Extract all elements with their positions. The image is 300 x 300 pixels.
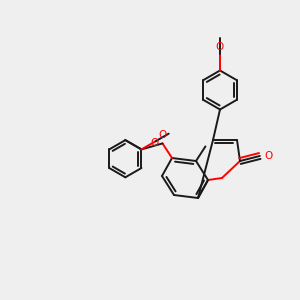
Text: O: O <box>151 138 159 148</box>
Text: O: O <box>216 43 224 52</box>
Text: O: O <box>264 151 272 161</box>
Text: O: O <box>158 130 166 140</box>
